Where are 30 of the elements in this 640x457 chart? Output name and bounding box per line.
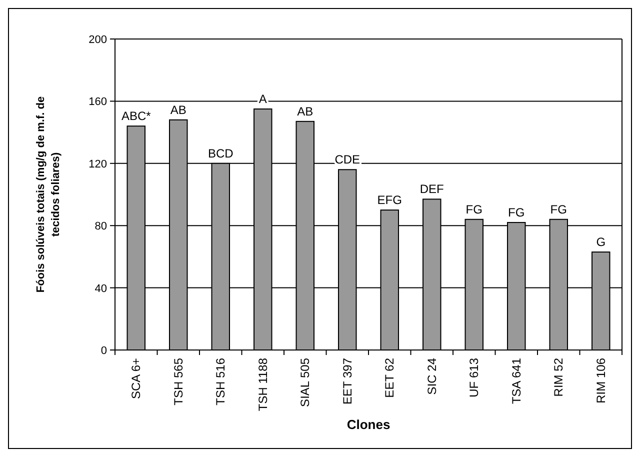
- x-axis-title: Clones: [346, 417, 390, 432]
- y-axis-title: Fóois solúveis totais (mg/g de m.f. de tecidos foliares): [35, 96, 62, 293]
- y-tick-label: 80: [94, 220, 107, 233]
- y-tick-label: 160: [88, 96, 107, 108]
- x-tick-label: TSH 1188: [256, 358, 270, 412]
- data-label: FG: [550, 202, 567, 216]
- x-tick-label: SIAL 505: [298, 358, 312, 407]
- x-tick-label: TSA 641: [509, 358, 524, 404]
- x-tick-label: RIM 52: [552, 358, 566, 397]
- x-tick-label: TSH 516: [214, 358, 228, 406]
- x-tick-label: RIM 106: [594, 358, 608, 404]
- data-label: G: [596, 235, 606, 250]
- data-label: AB: [297, 104, 314, 118]
- y-tick-label: 200: [88, 34, 107, 46]
- data-label: DEF: [420, 182, 444, 196]
- x-tick-label: EET 397: [340, 358, 354, 404]
- data-label: EFG: [377, 193, 402, 208]
- y-tick-label: 0: [100, 345, 107, 357]
- data-label: AB: [170, 102, 186, 117]
- data-label: FG: [508, 205, 525, 220]
- x-tick-label: SIC 24: [424, 358, 439, 395]
- data-label: FG: [466, 202, 482, 216]
- x-tick-label: SCA 6+: [129, 358, 144, 400]
- data-label: ABC*: [121, 109, 152, 124]
- data-label: BCD: [208, 146, 234, 160]
- x-tick-label: UF 613: [467, 358, 482, 398]
- y-tick-label: 120: [88, 158, 107, 170]
- y-tick-label: 40: [94, 282, 107, 295]
- x-tick-label: TSH 565: [171, 358, 186, 406]
- x-tick-label: EET 62: [382, 358, 397, 398]
